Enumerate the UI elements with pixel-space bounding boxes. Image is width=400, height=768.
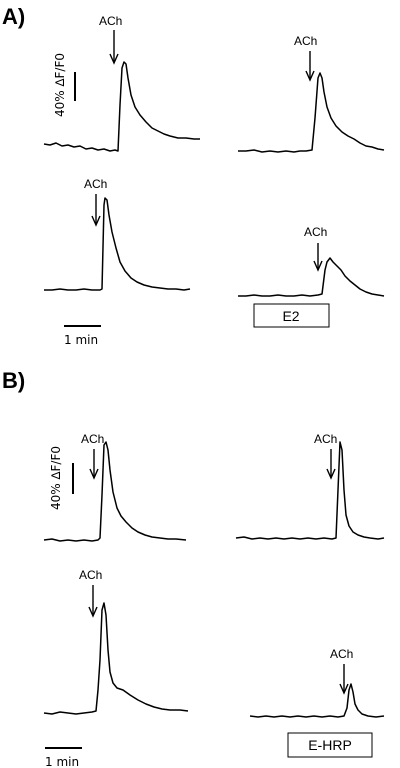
arrow-a1 [109, 30, 119, 65]
trace-a3 [44, 197, 191, 291]
ach-label-b2: ACh [314, 432, 337, 446]
ach-label-a1: ACh [99, 14, 122, 28]
panel-a-amplitude-scale-label: 40% ∆F/F0 [53, 53, 67, 117]
trace-a4 [238, 257, 385, 297]
ach-label-b1: ACh [81, 432, 104, 446]
trace-b3 [43, 602, 189, 715]
ach-label-b3: ACh [79, 568, 102, 582]
arrow-a3 [91, 194, 101, 227]
panel-a-time-scale-label: 1 min [64, 333, 98, 347]
condition-box-e2 [253, 303, 330, 328]
arrow-a2 [305, 51, 315, 82]
condition-box-e-hrp [287, 732, 373, 758]
trace-a1 [43, 61, 200, 152]
trace-a2 [238, 72, 385, 153]
trace-b4 [249, 683, 385, 718]
trace-b2 [235, 441, 385, 540]
panel-b-label: B) [2, 368, 25, 393]
panel-a-label: A) [2, 4, 25, 29]
arrow-a4 [313, 243, 323, 272]
ach-label-a2: ACh [294, 34, 317, 48]
arrow-b3 [88, 585, 98, 618]
condition-label-e-hrp: E-HRP [308, 737, 352, 753]
arrow-b1 [89, 449, 99, 480]
arrow-b2 [326, 449, 336, 480]
ach-label-b4: ACh [330, 647, 353, 661]
ach-label-a3: ACh [84, 177, 107, 191]
panel-b-amplitude-scale-label: 40% ∆F/F0 [49, 446, 63, 510]
arrow-b4 [339, 664, 349, 695]
trace-b1 [43, 441, 187, 542]
ach-label-a4: ACh [304, 225, 327, 239]
condition-label-e2: E2 [282, 308, 299, 324]
panel-b-time-scale-label: 1 min [45, 755, 79, 768]
